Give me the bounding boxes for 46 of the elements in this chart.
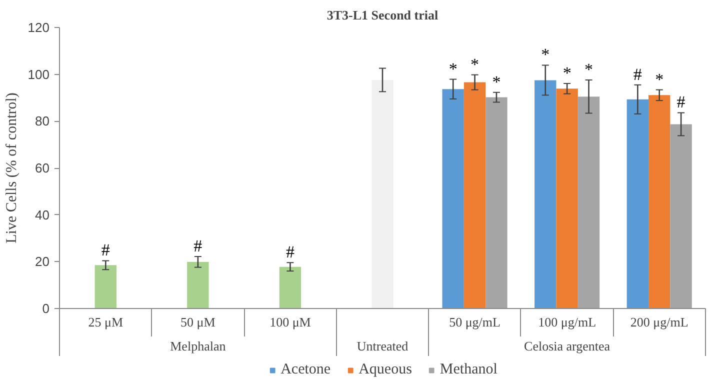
- data-label: #: [633, 64, 642, 84]
- y-tick-label: 60: [35, 160, 50, 176]
- legend-label: Aqueous: [358, 362, 412, 378]
- data-label: *: [470, 54, 480, 74]
- y-tick-label: 40: [35, 207, 50, 222]
- y-tick-label: 120: [28, 20, 50, 35]
- bar: [556, 88, 578, 308]
- y-tick-label: 20: [35, 254, 50, 270]
- bar: [670, 124, 692, 308]
- data-label: *: [541, 45, 550, 64]
- y-tick-label: 100: [28, 66, 50, 82]
- text: Melphalan: [170, 338, 226, 354]
- y-axis-title: Live Cells (% of control): [4, 92, 20, 244]
- data-label: #: [286, 242, 295, 262]
- data-label: #: [101, 240, 110, 260]
- data-label: *: [562, 63, 572, 82]
- x-tick-label: 25 μM: [88, 314, 124, 330]
- bar: [94, 265, 116, 308]
- bar: [486, 97, 508, 308]
- bar: [372, 80, 394, 308]
- bar: [626, 99, 649, 308]
- data-label: *: [584, 60, 594, 79]
- data-label: *: [492, 72, 501, 92]
- legend-label: Methanol: [440, 362, 498, 378]
- data-label: *: [655, 70, 664, 89]
- bar: [442, 89, 464, 308]
- text: Untreated: [356, 338, 409, 354]
- y-tick-label: 0: [42, 301, 50, 316]
- text: Celosia argentea: [524, 338, 610, 354]
- chart-title: 3T3-L1 Second trial: [326, 8, 438, 22]
- bar: [578, 96, 600, 308]
- data-label: *: [448, 59, 458, 78]
- x-tick-label: 200 μg/mL: [630, 314, 688, 330]
- bar: [464, 82, 486, 308]
- x-tick-label: 50 μg/mL: [449, 314, 501, 330]
- y-tick-label: 80: [35, 114, 50, 129]
- x-tick-label: 50 μM: [180, 314, 216, 330]
- bar: [279, 266, 302, 308]
- x-tick-label: 100 μg/mL: [538, 314, 596, 330]
- data-label: #: [194, 236, 203, 256]
- bar: [648, 95, 670, 308]
- bar: [534, 80, 556, 308]
- legend-label: Acetone: [280, 362, 331, 378]
- bar: [187, 262, 209, 308]
- x-tick-label: 100 μM: [270, 314, 312, 330]
- data-label: #: [676, 92, 686, 112]
